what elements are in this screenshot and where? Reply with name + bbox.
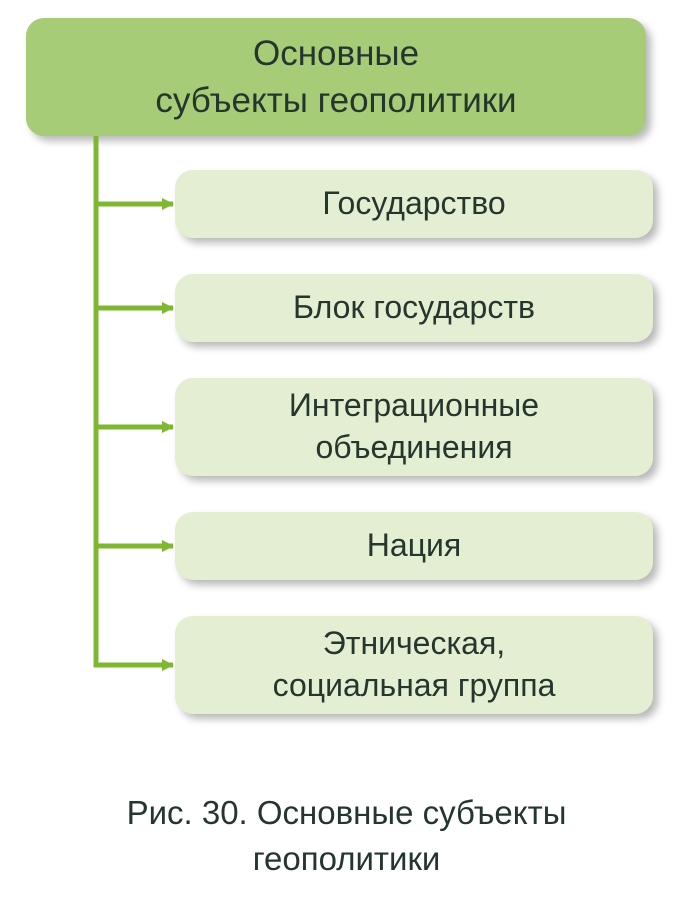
diagram-child-3: Нация [175, 512, 653, 580]
child-label-line1: Интеграционные [289, 385, 539, 427]
child-label-line2: социальная группа [273, 665, 556, 707]
diagram-header: Основные субъекты геополитики [26, 18, 646, 136]
child-label-line1: Этническая, [323, 623, 505, 665]
header-line2: субъекты геополитики [155, 77, 516, 124]
caption-line1: Рис. 30. Основные субъекты [127, 794, 567, 831]
diagram-child-4: Этническая,социальная группа [175, 616, 653, 714]
diagram-child-2: Интеграционныеобъединения [175, 378, 653, 476]
diagram-child-1: Блок государств [175, 274, 653, 342]
figure-caption: Рис. 30. Основные субъекты геополитики [0, 790, 693, 882]
header-line1: Основные [253, 30, 419, 77]
child-label-line2: объединения [315, 427, 512, 469]
child-label-line1: Государство [322, 183, 505, 225]
child-label-line1: Блок государств [293, 287, 535, 329]
caption-line2: геополитики [253, 840, 441, 877]
child-label-line1: Нация [367, 525, 461, 567]
diagram-child-0: Государство [175, 170, 653, 238]
